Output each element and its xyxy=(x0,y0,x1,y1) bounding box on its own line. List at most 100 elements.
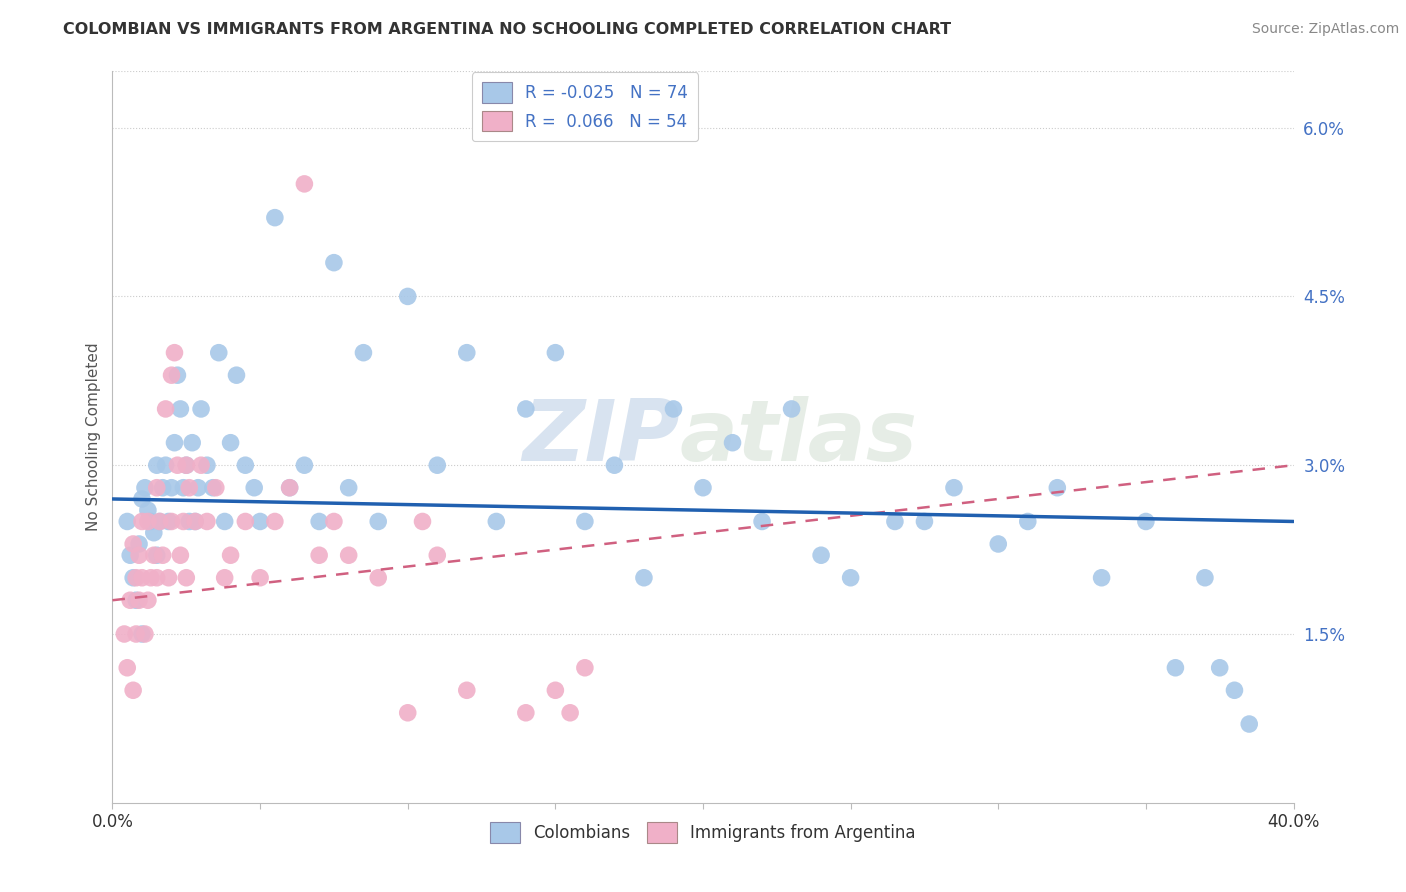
Point xyxy=(219,435,242,450)
Point xyxy=(352,345,374,359)
Point xyxy=(1091,571,1114,585)
Point xyxy=(233,515,256,529)
Point xyxy=(292,458,315,473)
Text: Source: ZipAtlas.com: Source: ZipAtlas.com xyxy=(1251,22,1399,37)
Point xyxy=(146,571,169,585)
Point xyxy=(131,627,153,641)
Point xyxy=(337,548,360,562)
Point xyxy=(166,458,188,473)
Point xyxy=(574,661,596,675)
Text: ZIP: ZIP xyxy=(522,395,679,479)
Point xyxy=(411,515,433,529)
Point xyxy=(160,368,183,383)
Point xyxy=(839,571,862,585)
Point xyxy=(181,435,204,450)
Point xyxy=(155,401,177,416)
Point xyxy=(112,627,135,641)
Point xyxy=(169,401,191,416)
Point xyxy=(136,593,159,607)
Point xyxy=(205,481,228,495)
Y-axis label: No Schooling Completed: No Schooling Completed xyxy=(86,343,101,532)
Point xyxy=(160,515,183,529)
Point xyxy=(914,515,936,529)
Point xyxy=(278,481,301,495)
Point xyxy=(1164,661,1187,675)
Point xyxy=(633,571,655,585)
Point xyxy=(117,515,138,529)
Point xyxy=(120,548,142,562)
Point xyxy=(323,255,346,269)
Point xyxy=(122,683,145,698)
Point xyxy=(146,548,169,562)
Point xyxy=(174,458,197,473)
Point xyxy=(264,211,287,225)
Point xyxy=(146,458,169,473)
Point xyxy=(134,481,156,495)
Point xyxy=(662,401,685,416)
Point xyxy=(308,548,330,562)
Point xyxy=(117,661,138,675)
Point xyxy=(157,515,180,529)
Point xyxy=(184,515,207,529)
Point xyxy=(163,435,186,450)
Point xyxy=(942,481,965,495)
Point xyxy=(179,515,201,529)
Point xyxy=(172,515,194,529)
Point xyxy=(174,571,197,585)
Point xyxy=(987,537,1010,551)
Point xyxy=(292,177,315,191)
Point xyxy=(544,345,567,359)
Point xyxy=(233,458,256,473)
Point xyxy=(134,627,156,641)
Point xyxy=(219,548,242,562)
Point xyxy=(166,368,188,383)
Point xyxy=(1208,661,1232,675)
Point xyxy=(142,548,165,562)
Point xyxy=(721,435,744,450)
Point xyxy=(128,593,150,607)
Point xyxy=(139,571,162,585)
Point xyxy=(544,683,567,698)
Point xyxy=(780,401,803,416)
Point xyxy=(1046,481,1069,495)
Point xyxy=(1017,515,1039,529)
Point xyxy=(225,368,247,383)
Point xyxy=(249,571,271,585)
Point xyxy=(1239,717,1261,731)
Point xyxy=(249,515,271,529)
Point xyxy=(131,491,153,506)
Point xyxy=(139,515,162,529)
Legend: Colombians, Immigrants from Argentina: Colombians, Immigrants from Argentina xyxy=(484,815,922,849)
Point xyxy=(163,345,186,359)
Point xyxy=(128,548,150,562)
Text: atlas: atlas xyxy=(679,395,918,479)
Point xyxy=(751,515,773,529)
Point xyxy=(214,515,236,529)
Point xyxy=(125,571,148,585)
Point xyxy=(122,537,145,551)
Point xyxy=(1135,515,1157,529)
Point xyxy=(157,571,180,585)
Point xyxy=(337,481,360,495)
Point xyxy=(184,515,207,529)
Point xyxy=(190,458,212,473)
Point xyxy=(396,289,419,303)
Point xyxy=(367,571,389,585)
Point xyxy=(367,515,389,529)
Point xyxy=(208,345,231,359)
Point xyxy=(456,345,478,359)
Point xyxy=(120,593,142,607)
Point xyxy=(187,481,209,495)
Point xyxy=(122,571,145,585)
Point xyxy=(574,515,596,529)
Point xyxy=(195,515,218,529)
Point xyxy=(515,401,537,416)
Point xyxy=(169,548,191,562)
Point xyxy=(172,481,194,495)
Point xyxy=(396,706,419,720)
Point xyxy=(426,548,449,562)
Point xyxy=(201,481,224,495)
Point xyxy=(195,458,218,473)
Point xyxy=(456,683,478,698)
Point xyxy=(152,548,174,562)
